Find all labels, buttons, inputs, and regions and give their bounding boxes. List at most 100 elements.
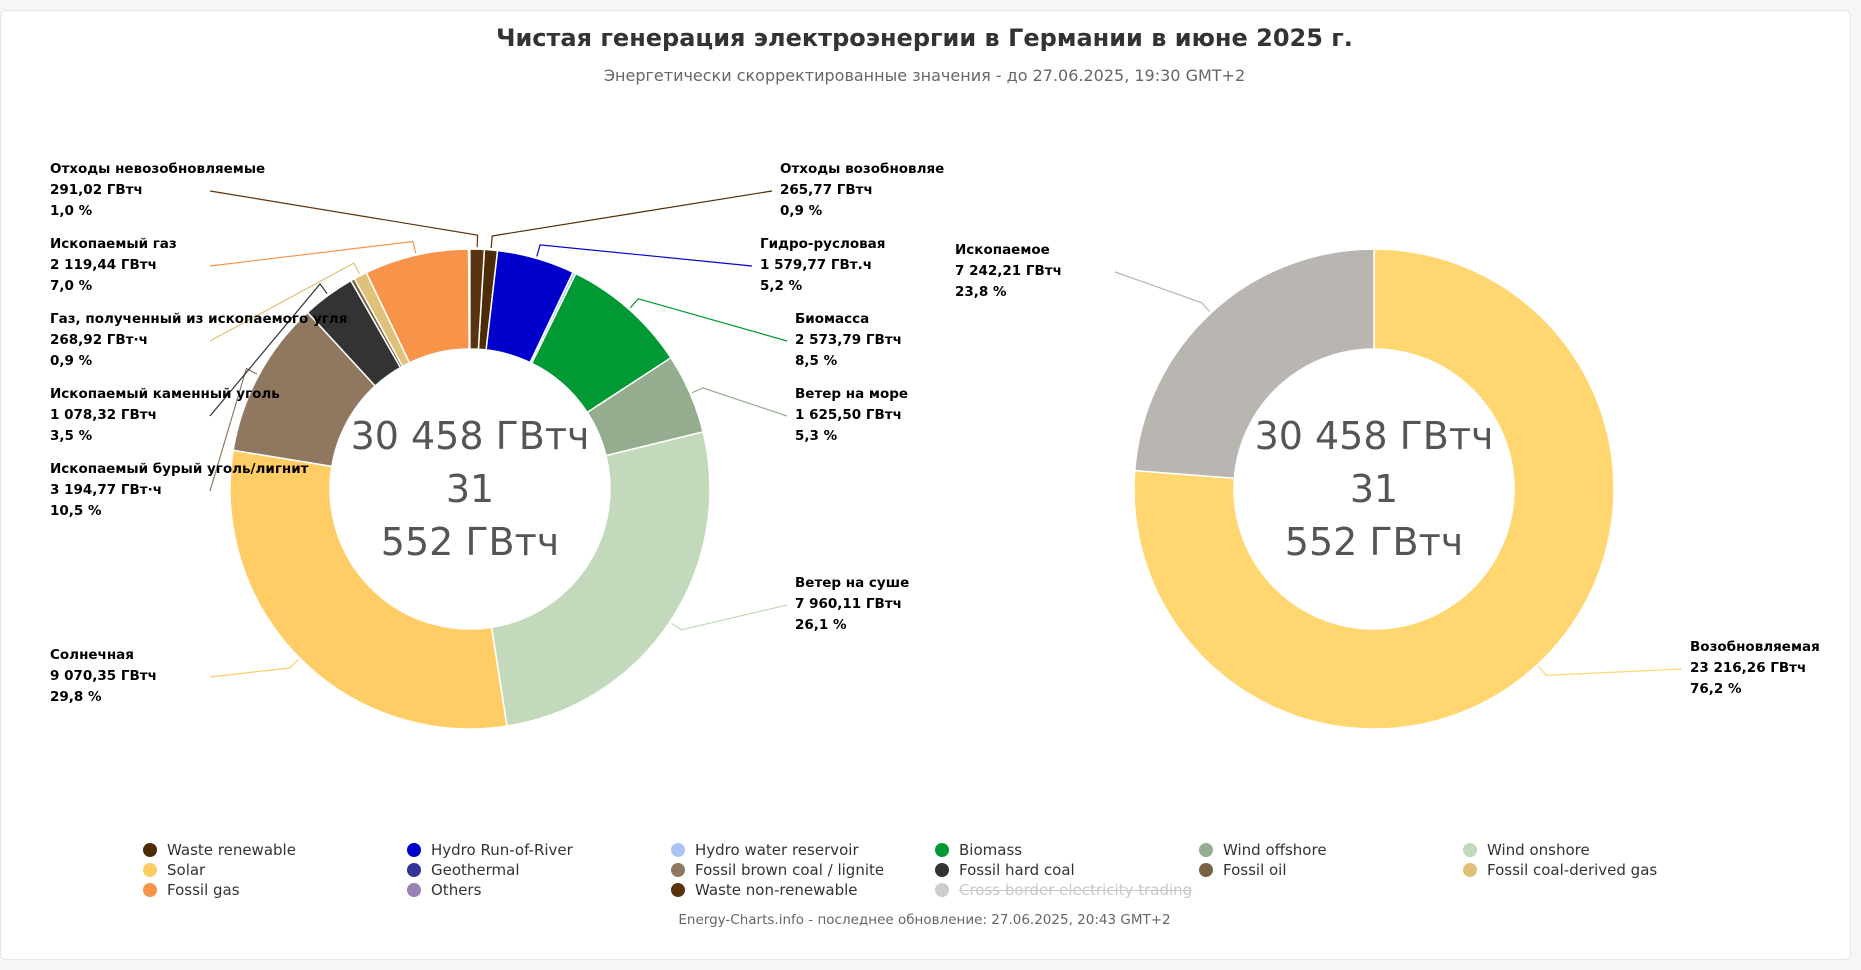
connector-ископаемый-каменный-уголь — [209, 283, 328, 417]
connector-ветер-на-море — [691, 387, 788, 417]
legend-label: Hydro water reservoir — [695, 841, 859, 859]
label-name: Возобновляемая — [1690, 639, 1820, 655]
label-name: Ископаемый каменный уголь — [50, 386, 280, 402]
label-percent: 23,8 % — [955, 284, 1007, 300]
label-value: 1 579,77 ГВт.ч — [760, 257, 872, 273]
data-label-отходы-невозобновляемые: Отходы невозобновляемые 291,02 ГВтч 1,0 % — [50, 161, 265, 219]
slice-возобновляемая[interactable] — [1133, 248, 1615, 730]
data-label-отходы-возобновляе: Отходы возобновляе 265,77 ГВтч 0,9 % — [780, 161, 944, 219]
label-percent: 0,9 % — [780, 203, 823, 219]
label-name: Газ, полученный из ископаемого угля — [50, 311, 347, 327]
label-percent: 5,2 % — [760, 278, 803, 294]
legend-item-fossil-brown-coal-lignite[interactable]: Fossil brown coal / lignite — [671, 861, 935, 879]
legend-label: Wind onshore — [1487, 841, 1590, 859]
credits[interactable]: Energy-Charts.info - последнее обновлени… — [678, 912, 1171, 928]
legend-item-fossil-gas[interactable]: Fossil gas — [143, 881, 407, 899]
slice-солнечная[interactable] — [229, 449, 508, 730]
legend-item-hydro-run-of-river[interactable]: Hydro Run-of-River — [407, 841, 671, 859]
legend: Waste renewable Hydro Run-of-River Hydro w… — [143, 841, 1683, 899]
label-percent: 10,5 % — [50, 503, 102, 519]
center-text-line: 552 ГВтч — [381, 520, 559, 564]
center-text-line: 30 458 ГВтч — [1255, 414, 1494, 458]
legend-item-fossil-hard-coal[interactable]: Fossil hard coal — [935, 861, 1199, 879]
center-total: 30 458 ГВтч 31 552 ГВтч — [1255, 414, 1494, 564]
legend-swatch — [1199, 863, 1213, 877]
legend-item-fossil-coal-derived-gas[interactable]: Fossil coal-derived gas — [1463, 861, 1727, 879]
label-name: Ископаемый газ — [50, 236, 177, 252]
chart-title: Чистая генерация электроэнергии в Герман… — [496, 24, 1353, 52]
slice-ископаемое[interactable] — [1133, 248, 1375, 480]
label-percent: 0,9 % — [50, 353, 93, 369]
legend-label: Waste renewable — [167, 841, 296, 859]
label-name: Ископаемый бурый уголь/лигнит — [50, 461, 309, 477]
connector-ветер-на-суше — [671, 604, 788, 631]
legend-swatch — [1463, 863, 1477, 877]
legend-item-waste-non-renewable[interactable]: Waste non-renewable — [671, 881, 935, 899]
legend-swatch — [1463, 843, 1477, 857]
legend-label: Geothermal — [431, 861, 520, 879]
label-value: 265,77 ГВтч — [780, 182, 873, 198]
label-value: 3 194,77 ГВт·ч — [50, 482, 162, 498]
label-percent: 7,0 % — [50, 278, 93, 294]
label-name: Отходы невозобновляемые — [50, 161, 265, 177]
label-name: Ветер на море — [795, 386, 908, 402]
data-label-солнечная: Солнечная 9 070,35 ГВтч 29,8 % — [50, 647, 157, 705]
legend-label: Waste non-renewable — [695, 881, 858, 899]
label-value: 7 242,21 ГВтч — [955, 263, 1062, 279]
legend-label: Solar — [167, 861, 206, 879]
legend-item-wind-offshore[interactable]: Wind offshore — [1199, 841, 1463, 859]
legend-label: Fossil coal-derived gas — [1487, 861, 1658, 879]
legend-swatch — [935, 843, 949, 857]
data-label-ископаемый-газ: Ископаемый газ 2 119,44 ГВтч 7,0 % — [50, 236, 177, 294]
connector-отходы-невозобновляемые — [209, 190, 479, 248]
label-percent: 1,0 % — [50, 203, 93, 219]
data-label-биомасса: Биомасса 2 573,79 ГВтч 8,5 % — [795, 311, 902, 369]
legend-label: Cross border electricity trading — [959, 881, 1193, 899]
legend-swatch — [143, 843, 157, 857]
label-name: Солнечная — [50, 647, 134, 663]
slice-ветер-на-суше[interactable] — [490, 430, 711, 727]
data-label-ископаемый-бурый-уголь-лигнит: Ископаемый бурый уголь/лигнит 3 194,77 ГВ… — [50, 461, 309, 519]
legend-item-fossil-oil[interactable]: Fossil oil — [1199, 861, 1463, 879]
label-name: Отходы возобновляе — [780, 161, 944, 177]
label-value: 291,02 ГВтч — [50, 182, 143, 198]
center-text-line: 552 ГВтч — [1285, 520, 1463, 564]
legend-item-hydro-water-reservoir[interactable]: Hydro water reservoir — [671, 841, 935, 859]
label-value: 23 216,26 ГВтч — [1690, 660, 1806, 676]
legend-item-cross-border-electricity-trading[interactable]: Cross border electricity trading — [935, 881, 1199, 899]
label-percent: 3,5 % — [50, 428, 93, 444]
label-value: 268,92 ГВт·ч — [50, 332, 148, 348]
legend-item-biomass[interactable]: Biomass — [935, 841, 1199, 859]
label-value: 2 573,79 ГВтч — [795, 332, 902, 348]
legend-swatch — [1199, 843, 1213, 857]
connector-гидро-русловая — [536, 244, 753, 267]
legend-item-wind-onshore[interactable]: Wind onshore — [1463, 841, 1727, 859]
connector-возобновляемая — [1537, 666, 1683, 676]
legend-item-geothermal[interactable]: Geothermal — [407, 861, 671, 879]
legend-item-others[interactable]: Others — [407, 881, 671, 899]
connector-биомасса — [629, 298, 788, 342]
connector-газ-полученный-из-ископаемого-угля — [209, 262, 360, 342]
donut-chart-by-source: Отходы возобновляе 265,77 ГВтч 0,9 % Гидро-… — [50, 161, 944, 730]
data-label-ветер-на-суше: Ветер на суше 7 960,11 ГВтч 26,1 % — [795, 575, 909, 633]
legend-label: Hydro Run-of-River — [431, 841, 573, 859]
connector-ископаемый-бурый-уголь-лигнит — [209, 367, 258, 492]
data-label-гидро-русловая: Гидро-русловая 1 579,77 ГВт.ч 5,2 % — [760, 236, 885, 294]
legend-swatch — [407, 863, 421, 877]
connector-солнечная — [209, 659, 299, 678]
legend-swatch — [935, 863, 949, 877]
center-text-line: 31 — [1350, 467, 1398, 511]
connector-ископаемое — [1114, 271, 1211, 312]
slice-отходы-невозобновляемые[interactable] — [469, 248, 486, 351]
center-text-line: 31 — [446, 467, 494, 511]
legend-swatch — [407, 843, 421, 857]
legend-label: Others — [431, 881, 482, 899]
legend-swatch — [143, 883, 157, 897]
legend-item-waste-renewable[interactable]: Waste renewable — [143, 841, 407, 859]
legend-label: Biomass — [959, 841, 1023, 859]
data-label-газ-полученный-из-ископаемого-угля: Газ, полученный из ископаемого угля 268,9… — [50, 311, 347, 369]
label-value: 1 625,50 ГВтч — [795, 407, 902, 423]
legend-item-solar[interactable]: Solar — [143, 861, 407, 879]
label-value: 1 078,32 ГВтч — [50, 407, 157, 423]
